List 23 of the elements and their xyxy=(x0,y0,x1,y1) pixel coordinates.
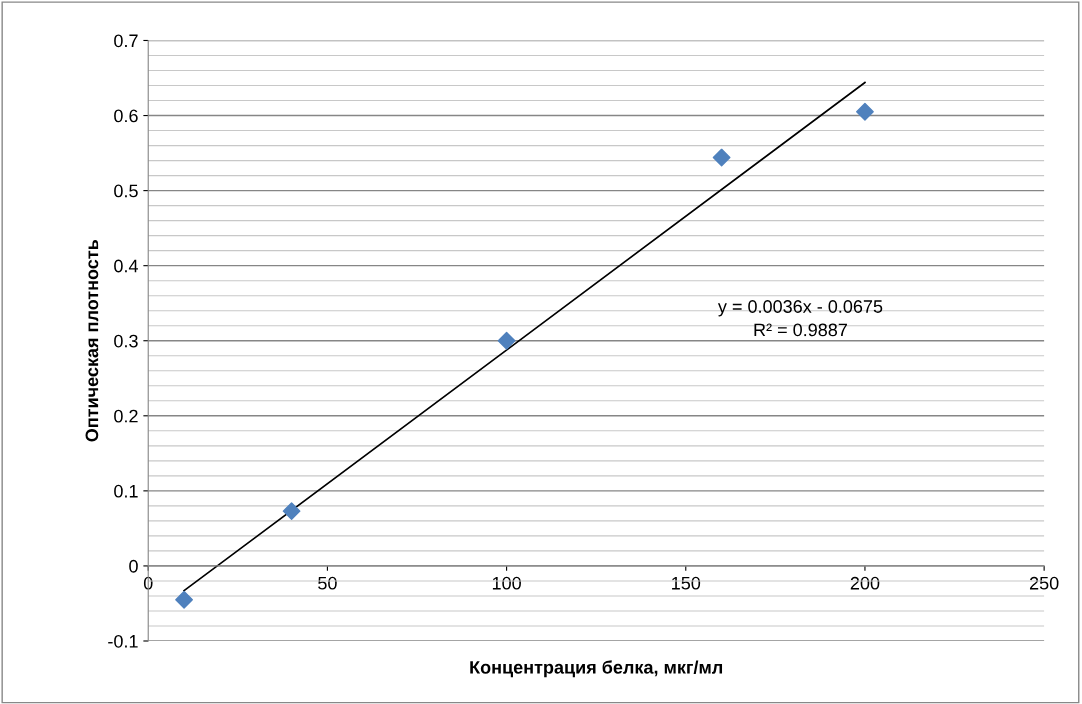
x-tick-label: 250 xyxy=(1029,576,1059,590)
x-tick-label: 150 xyxy=(672,576,701,590)
x-tick-label: 100 xyxy=(492,576,521,590)
x-tick-label: 50 xyxy=(318,576,337,590)
y-axis-title: Оптическая плотность xyxy=(85,239,99,442)
y-tick-label: 0 xyxy=(129,559,138,573)
y-tick-label: 0.2 xyxy=(114,409,138,423)
point xyxy=(712,148,731,167)
x-tick-label: 0 xyxy=(143,576,153,590)
y-tick-label: 0.3 xyxy=(114,334,138,348)
x-tick-label: 200 xyxy=(850,576,880,590)
point xyxy=(497,331,516,350)
y-tick-label: 0.7 xyxy=(114,34,138,48)
x-axis-title: Концентрация белка, мкг/мл xyxy=(470,660,723,678)
y-tick-label: 0.4 xyxy=(114,259,138,273)
y-tick-label: 0.1 xyxy=(114,484,138,498)
y-tick-label: 0.6 xyxy=(114,109,138,123)
point xyxy=(175,590,193,609)
y-tick-label: -0.1 xyxy=(108,634,138,648)
annotation: y = 0.0036x - 0.0675 R² = 0.9887 xyxy=(717,300,883,337)
y-tick-label: 0.5 xyxy=(114,184,138,198)
point xyxy=(856,102,874,121)
point xyxy=(282,502,301,521)
